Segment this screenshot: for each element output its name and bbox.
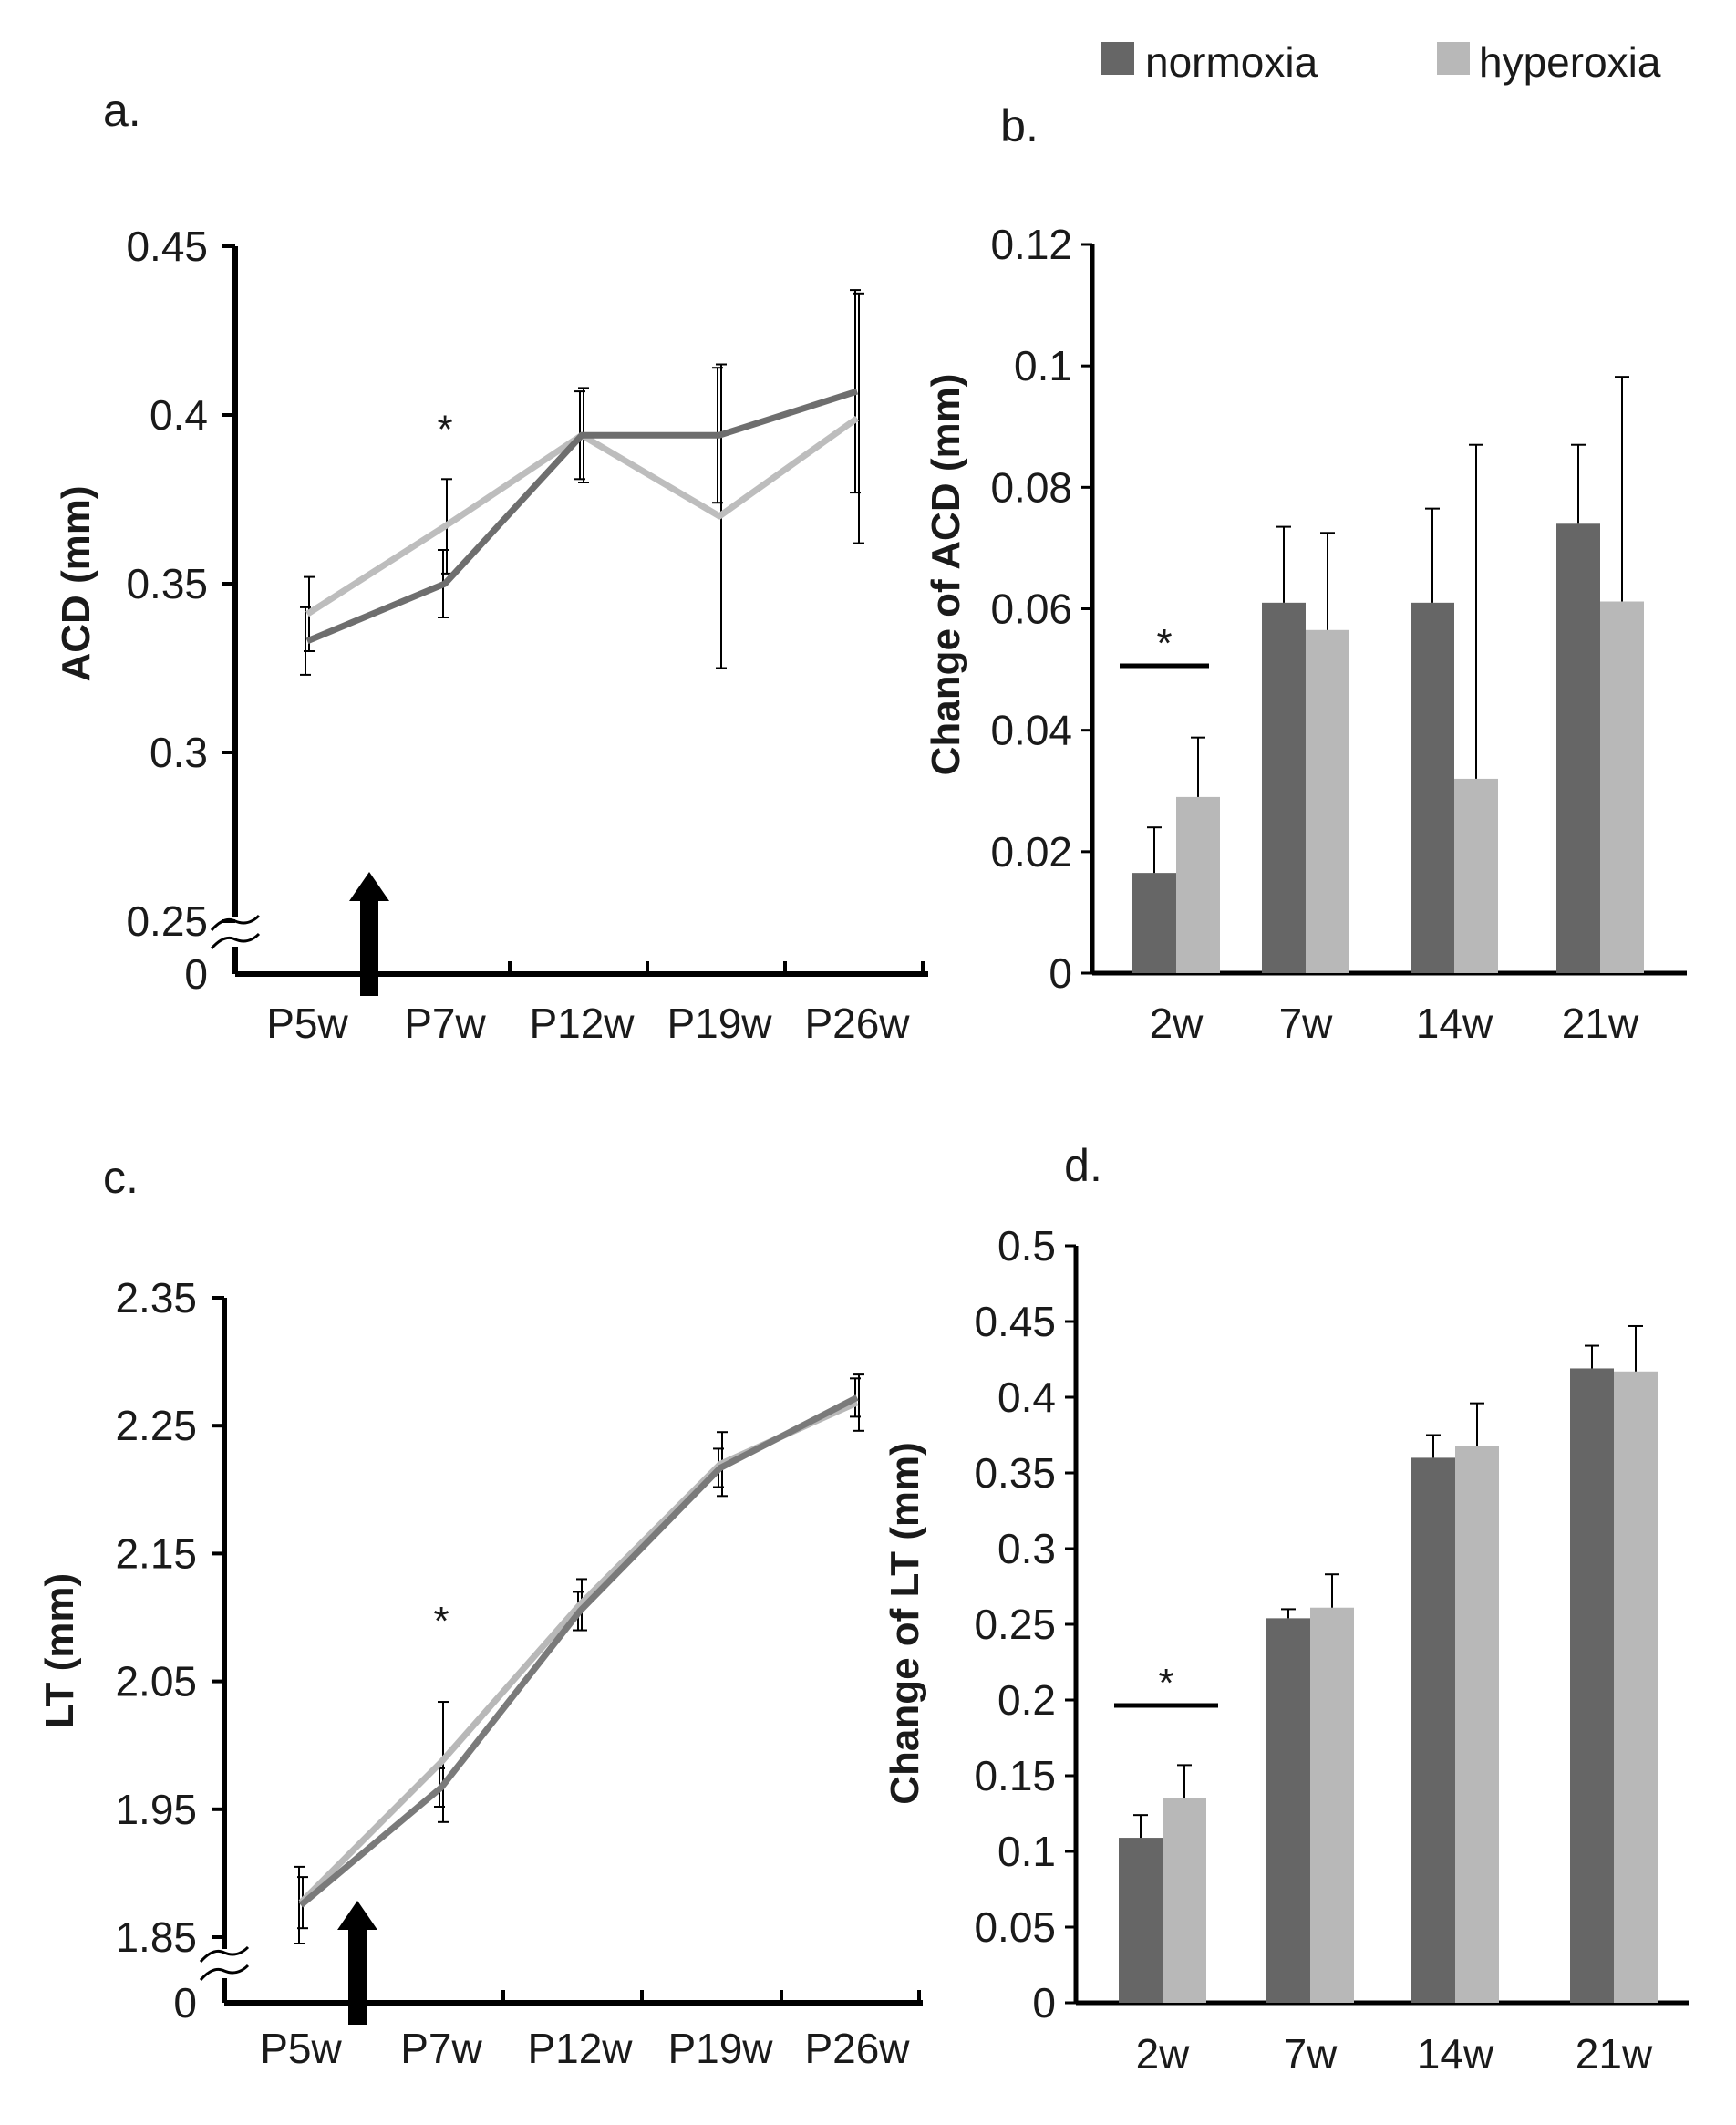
- x-tick-label: 7w: [1279, 1000, 1334, 1047]
- bar-normoxia: [1410, 602, 1454, 973]
- series-line-normoxia: [305, 388, 859, 645]
- series-line-hyperoxia: [298, 1399, 859, 1905]
- y-tick-label: 0.5: [997, 1222, 1056, 1270]
- y-tick-label: 0.3: [150, 729, 208, 776]
- bar-normoxia: [1411, 1457, 1455, 2003]
- bar-hyperoxia: [1162, 1798, 1206, 2003]
- x-tick-label: P7w: [400, 2025, 482, 2072]
- y-tick-label: 2.15: [115, 1529, 197, 1577]
- y-tick-label: 0.25: [974, 1601, 1056, 1648]
- panel-d: d. 0 0.05 0.1 0.15 0.2 0.25 0.3 0.35 0.4 0.45 0.5 Ch…: [883, 1140, 1689, 2078]
- series-line-hyperoxia: [305, 415, 860, 617]
- y-tick-label: 0.1: [1014, 342, 1072, 389]
- x-tick-label: P12w: [527, 2025, 633, 2072]
- y-tick-label: 0.06: [990, 586, 1072, 633]
- x-tick-label: P26w: [804, 2025, 910, 2072]
- x-tick-label: 14w: [1416, 1000, 1493, 1047]
- y-tick-label: 0: [173, 1979, 197, 2027]
- bar-normoxia: [1266, 1618, 1310, 2003]
- bar-hyperoxia: [1454, 778, 1498, 973]
- y-tick-label: 0.15: [974, 1752, 1056, 1799]
- y-tick-label: 1.85: [115, 1913, 197, 1961]
- panel-label: d.: [1064, 1140, 1102, 1191]
- arrow-head: [337, 1901, 377, 1930]
- x-tick-label: 14w: [1417, 2030, 1494, 2078]
- panel-b: b. 0 0.02 0.04 0.06 0.08 0.1 0.12 Change of ACD …: [924, 100, 1687, 1047]
- y-tick-label: 0: [1032, 1979, 1056, 2027]
- y-tick-label: 0.3: [997, 1525, 1056, 1572]
- bar-hyperoxia: [1306, 629, 1349, 973]
- y-tick-label: 0.45: [126, 223, 208, 270]
- y-tick-label: 0.02: [990, 828, 1072, 876]
- x-tick-label: P5w: [266, 1000, 348, 1047]
- y-axis-label: ACD (mm): [54, 485, 98, 681]
- bar-normoxia: [1570, 1368, 1614, 2003]
- arrow-head: [349, 872, 389, 901]
- significance-star: *: [1158, 1661, 1173, 1705]
- significance-star: *: [433, 1599, 449, 1643]
- panel-c: c. 0 1.85 1.95 2.05 2.15 2.25 2.35 LT (mm) P5w P7w…: [37, 1152, 923, 2072]
- y-tick-label: 0.4: [997, 1373, 1056, 1421]
- legend: normoxia hyperoxia: [1101, 38, 1661, 86]
- arrow-shaft: [348, 1926, 367, 2025]
- x-tick-label: P19w: [667, 2025, 773, 2072]
- legend-swatch-hyperoxia: [1437, 42, 1470, 75]
- y-tick-label: 1.95: [115, 1786, 197, 1833]
- bar-hyperoxia: [1455, 1446, 1499, 2003]
- series-line-normoxia: [298, 1394, 859, 1908]
- x-tick-label: 2w: [1150, 1000, 1204, 1047]
- bar-normoxia: [1119, 1838, 1162, 2003]
- y-tick-label: 0.08: [990, 463, 1072, 511]
- axis-break-mark: [210, 932, 261, 950]
- panel-a: a. 0 0.25 0.3 0.35 0.4 0.45 ACD (mm) P5w P7w P12w P…: [54, 85, 928, 1047]
- y-tick-label: 0.05: [974, 1903, 1056, 1951]
- bar-hyperoxia: [1310, 1607, 1354, 2003]
- legend-swatch-normoxia: [1101, 42, 1134, 75]
- y-tick-label: 0: [1049, 949, 1072, 997]
- y-tick-label: 2.35: [115, 1274, 197, 1322]
- y-tick-label: 0.35: [974, 1449, 1056, 1497]
- y-axis-label: LT (mm): [37, 1573, 82, 1728]
- panel-label: a.: [103, 85, 141, 136]
- arrow-shaft: [360, 897, 378, 996]
- x-tick-label: P7w: [404, 1000, 486, 1047]
- x-tick-label: 7w: [1284, 2030, 1338, 2078]
- x-tick-label: P19w: [666, 1000, 772, 1047]
- bar-normoxia: [1556, 523, 1600, 973]
- y-tick-label: 0.4: [150, 391, 208, 439]
- axis-break-mark: [199, 1964, 250, 1982]
- y-tick-label: 0.2: [997, 1676, 1056, 1724]
- y-axis-label: Change of LT (mm): [883, 1442, 927, 1805]
- bar-hyperoxia: [1176, 796, 1220, 973]
- significance-star: *: [437, 407, 452, 451]
- x-tick-label: 21w: [1562, 1000, 1639, 1047]
- significance-star: *: [1156, 621, 1172, 666]
- panel-label: b.: [1000, 100, 1038, 151]
- legend-label-normoxia: normoxia: [1145, 38, 1318, 86]
- bar-hyperoxia: [1614, 1371, 1658, 2003]
- bar-hyperoxia: [1600, 601, 1644, 973]
- bar-normoxia: [1132, 873, 1176, 973]
- y-tick-label: 0.12: [990, 221, 1072, 268]
- axis-break-mark: [199, 1945, 250, 1964]
- y-tick-label: 0.1: [997, 1828, 1056, 1875]
- y-tick-label: 2.25: [115, 1402, 197, 1449]
- y-tick-label: 0.04: [990, 707, 1072, 754]
- bar-normoxia: [1262, 602, 1306, 973]
- y-tick-label: 0: [184, 950, 208, 998]
- y-tick-label: 0.35: [126, 560, 208, 607]
- y-tick-label: 0.25: [126, 897, 208, 945]
- x-tick-label: P5w: [260, 2025, 342, 2072]
- legend-label-hyperoxia: hyperoxia: [1479, 38, 1661, 86]
- x-tick-label: P26w: [804, 1000, 910, 1047]
- y-tick-label: 0.45: [974, 1298, 1056, 1345]
- y-tick-label: 2.05: [115, 1658, 197, 1705]
- x-tick-label: 2w: [1136, 2030, 1191, 2078]
- x-tick-label: P12w: [529, 1000, 635, 1047]
- x-tick-label: 21w: [1576, 2030, 1653, 2078]
- y-axis-label: Change of ACD (mm): [924, 374, 968, 776]
- panel-label: c.: [103, 1152, 139, 1203]
